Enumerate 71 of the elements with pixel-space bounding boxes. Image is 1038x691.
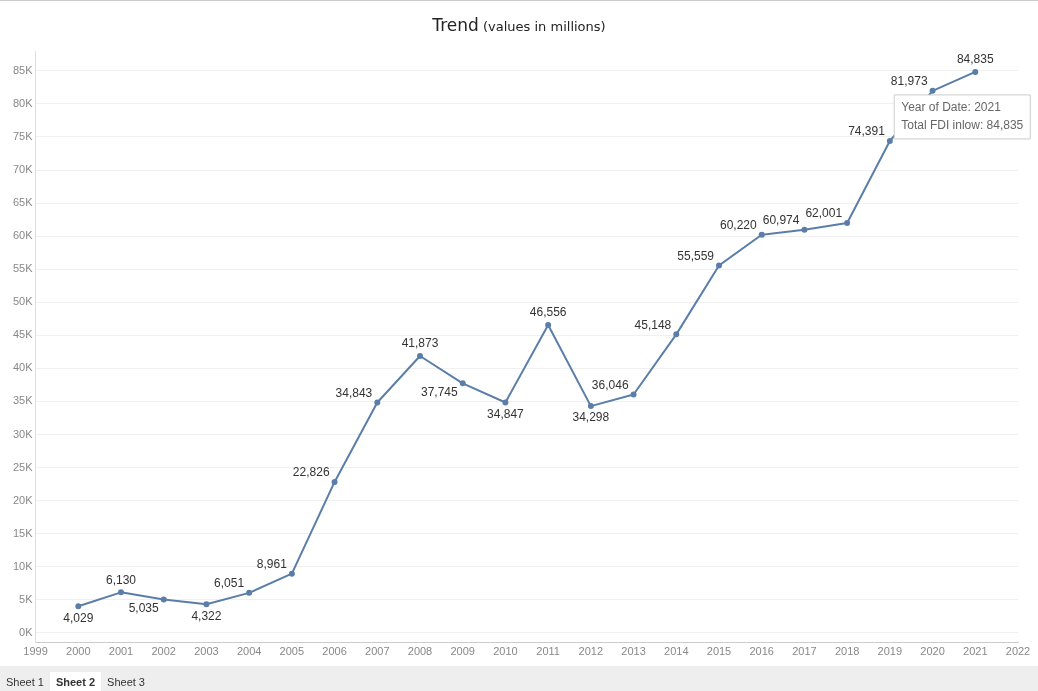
- y-tick-label: 85K: [12, 63, 34, 76]
- x-tick-label: 2015: [706, 645, 732, 658]
- y-tick-label: 80K: [12, 96, 34, 109]
- y-tick-label: 40K: [12, 361, 34, 374]
- text: Sheet 1: [5, 675, 45, 690]
- text: 8,961: [256, 556, 287, 571]
- x-tick-label: 2003: [194, 645, 219, 658]
- text: 62,001: [805, 206, 843, 221]
- text: Sheet 3: [106, 675, 146, 690]
- text: Sheet 2: [49, 672, 102, 691]
- y-tick-label: 45K: [12, 328, 34, 341]
- x-tick-label: 2010: [493, 645, 518, 658]
- annotation: Year of Date: 2021: [901, 100, 1002, 115]
- x-tick-label: 2004: [236, 645, 262, 658]
- text: 6,051: [214, 576, 245, 591]
- x-tick-label: 2019: [877, 645, 903, 658]
- x-tick-label: 2001: [108, 645, 134, 658]
- text: 5,035: [128, 600, 159, 615]
- y-tick-label: 50K: [12, 295, 34, 308]
- x-tick-label: 2000: [66, 645, 91, 658]
- text: 81,973: [890, 74, 928, 89]
- x-tick-label: 2014: [664, 645, 689, 658]
- x-tick-label: 2013: [621, 645, 646, 658]
- x-tick-label: 2009: [450, 645, 475, 658]
- x-tick-label: 2018: [834, 645, 860, 658]
- text: 74,391: [848, 124, 885, 139]
- x-tick-label: 2021: [963, 645, 988, 658]
- chart-title: Trend: [432, 15, 479, 35]
- text: 37,745: [421, 384, 458, 399]
- y-tick-label: 35K: [12, 394, 34, 407]
- x-tick-label: 2017: [792, 645, 817, 658]
- chart-subtitle: (values in millions): [482, 19, 606, 34]
- y-tick-label: 60K: [12, 229, 34, 242]
- text: 45,148: [634, 317, 672, 332]
- y-tick-label: 15K: [12, 526, 34, 539]
- x-tick-label: 2008: [407, 645, 433, 658]
- text: 41,873: [401, 336, 439, 351]
- text: 34,847: [487, 406, 524, 421]
- text: 55,559: [677, 248, 714, 263]
- y-tick-label: 70K: [12, 163, 34, 176]
- y-tick-label: 25K: [12, 460, 34, 473]
- x-tick-label: 2007: [365, 645, 390, 658]
- x-tick-label: 2022: [1005, 645, 1031, 658]
- y-tick-label: 5K: [19, 592, 34, 605]
- x-tick-label: 2002: [151, 645, 176, 658]
- y-tick-label: 65K: [12, 196, 34, 209]
- text: 6,130: [105, 572, 137, 587]
- x-tick-label: 2006: [322, 645, 347, 658]
- text: 34,298: [572, 410, 610, 425]
- text: 60,220: [720, 218, 757, 232]
- text: 36,046: [591, 377, 629, 392]
- y-tick-label: 0K: [19, 625, 34, 638]
- annotation: Total FDI inlow: 84,835: [901, 118, 1024, 133]
- x-tick-label: 1999: [23, 645, 48, 658]
- y-tick-label: 30K: [12, 427, 34, 440]
- x-tick-label: 2016: [749, 645, 774, 658]
- text: 34,843: [335, 385, 373, 400]
- text: 46,556: [529, 305, 567, 320]
- text: 4,029: [63, 610, 94, 625]
- text: 22,826: [292, 465, 330, 480]
- y-tick-label: 10K: [12, 559, 34, 572]
- x-tick-label: 2020: [920, 645, 945, 658]
- y-tick-label: 55K: [12, 262, 34, 275]
- text: 60,974: [762, 213, 800, 228]
- text: 84,835: [956, 52, 994, 67]
- y-tick-label: 75K: [12, 129, 34, 142]
- y-tick-label: 20K: [12, 493, 34, 506]
- x-tick-label: 2012: [578, 645, 604, 658]
- text: 4,322: [191, 608, 222, 623]
- x-tick-label: 2011: [536, 645, 560, 658]
- x-tick-label: 2005: [279, 645, 305, 658]
